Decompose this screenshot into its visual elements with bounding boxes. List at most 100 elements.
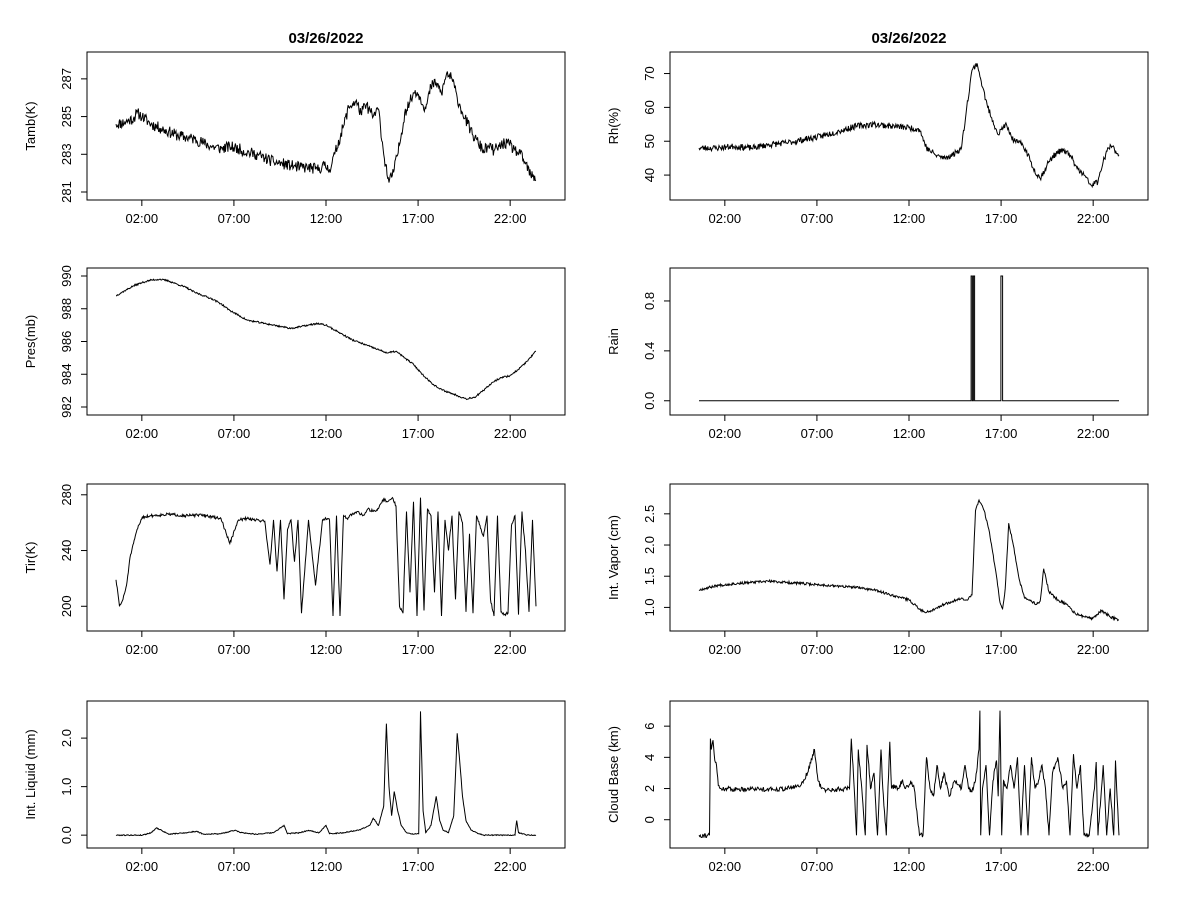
series-line — [116, 278, 537, 401]
panel-4: Rain 02:00 07:00 12:00 17:00 22:00 0.0 0.4 0.8 — [606, 267, 1149, 441]
x-tick-label: 12:00 — [893, 211, 926, 226]
x-tick-label: 22:00 — [1077, 211, 1110, 226]
x-tick-label: 17:00 — [402, 642, 435, 657]
y-tick-label: 200 — [59, 595, 74, 617]
y-axis-label: Cloud Base (km) — [606, 726, 621, 823]
plot-frame — [669, 267, 1149, 416]
x-tick-label: 12:00 — [893, 859, 926, 874]
y-tick-label: 70 — [642, 66, 657, 80]
y-tick-label: 984 — [59, 363, 74, 385]
x-tick-label: 12:00 — [310, 859, 343, 874]
x-tick-label: 02:00 — [709, 426, 742, 441]
x-tick-label: 07:00 — [218, 211, 251, 226]
panel-1: 03/26/2022 Tamb(K) 02:00 07:00 12:00 17:00 22:… — [23, 30, 566, 226]
plot-frame — [86, 483, 566, 632]
x-tick-label: 22:00 — [494, 859, 527, 874]
y-axis-label: Int. Liquid (mm) — [23, 729, 38, 819]
series-line — [115, 496, 537, 617]
panel-3: Pres(mb) 02:00 07:00 12:00 17:00 22:00 982 984 9… — [23, 265, 566, 441]
y-tick-label: 283 — [59, 143, 74, 165]
y-tick-label: 285 — [59, 106, 74, 128]
x-tick-label: 12:00 — [310, 642, 343, 657]
y-tick-label: 240 — [59, 540, 74, 562]
x-tick-label: 17:00 — [985, 642, 1018, 657]
panel-5: Tir(K) 02:00 07:00 12:00 17:00 22:00 200 240 280 — [23, 483, 566, 657]
y-axis-label: Int. Vapor (cm) — [606, 515, 621, 600]
chart-title: 03/26/2022 — [871, 30, 946, 47]
x-tick-label: 17:00 — [985, 859, 1018, 874]
x-tick-label: 02:00 — [709, 211, 742, 226]
y-tick-label: 982 — [59, 396, 74, 418]
y-tick-label: 280 — [59, 484, 74, 506]
y-tick-label: 986 — [59, 331, 74, 353]
x-tick-label: 22:00 — [494, 642, 527, 657]
x-tick-label: 22:00 — [1077, 859, 1110, 874]
y-tick-label: 0.8 — [642, 292, 657, 310]
x-tick-label: 22:00 — [494, 426, 527, 441]
series-line — [698, 710, 1120, 838]
y-tick-label: 990 — [59, 265, 74, 287]
series-line — [115, 71, 537, 183]
y-tick-label: 1.0 — [642, 598, 657, 616]
chart-title: 03/26/2022 — [288, 30, 363, 47]
x-tick-label: 17:00 — [402, 859, 435, 874]
x-tick-label: 17:00 — [985, 211, 1018, 226]
plot-frame — [669, 51, 1149, 201]
series-line — [698, 498, 1119, 622]
x-tick-label: 02:00 — [126, 859, 159, 874]
series-line — [115, 711, 537, 837]
y-tick-label: 0.0 — [59, 826, 74, 844]
x-tick-label: 17:00 — [985, 426, 1018, 441]
y-tick-label: 50 — [642, 134, 657, 148]
x-tick-label: 22:00 — [1077, 426, 1110, 441]
y-tick-label: 2.5 — [642, 505, 657, 523]
plot-frame — [86, 51, 566, 201]
x-tick-label: 17:00 — [402, 211, 435, 226]
y-tick-label: 1.5 — [642, 567, 657, 585]
x-tick-label: 02:00 — [709, 642, 742, 657]
plot-frame — [86, 267, 566, 416]
x-tick-label: 22:00 — [494, 211, 527, 226]
plot-frame — [669, 483, 1149, 632]
x-tick-label: 02:00 — [126, 211, 159, 226]
y-tick-label: 287 — [59, 68, 74, 90]
y-tick-label: 2.0 — [642, 536, 657, 554]
series-line — [698, 63, 1120, 189]
y-axis-label: Tamb(K) — [23, 101, 38, 150]
panel-2: 03/26/2022 Rh(%) 02:00 07:00 12:00 17:00 22:00… — [606, 30, 1149, 226]
y-tick-label: 1.0 — [59, 778, 74, 796]
x-tick-label: 07:00 — [801, 642, 834, 657]
y-tick-label: 281 — [59, 181, 74, 203]
y-axis-label: Rain — [606, 328, 621, 355]
panel-6: Int. Vapor (cm) 02:00 07:00 12:00 17:00 22:00… — [606, 483, 1149, 657]
x-tick-label: 07:00 — [218, 859, 251, 874]
y-axis-label: Pres(mb) — [23, 315, 38, 368]
panel-8: Cloud Base (km) 02:00 07:00 12:00 17:00 22:00… — [606, 700, 1149, 874]
y-tick-label: 0.0 — [642, 392, 657, 410]
y-tick-label: 0.4 — [642, 342, 657, 360]
x-tick-label: 17:00 — [402, 426, 435, 441]
y-axis-label: Tir(K) — [23, 541, 38, 573]
y-tick-label: 0 — [642, 816, 657, 823]
y-axis-label: Rh(%) — [606, 108, 621, 145]
x-tick-label: 02:00 — [126, 642, 159, 657]
x-tick-label: 07:00 — [218, 426, 251, 441]
x-tick-label: 07:00 — [801, 211, 834, 226]
y-tick-label: 4 — [642, 754, 657, 761]
x-tick-label: 07:00 — [218, 642, 251, 657]
x-tick-label: 07:00 — [801, 426, 834, 441]
x-tick-label: 12:00 — [893, 426, 926, 441]
y-tick-label: 6 — [642, 723, 657, 730]
x-tick-label: 02:00 — [126, 426, 159, 441]
y-tick-label: 2.0 — [59, 729, 74, 747]
plot-frame — [669, 700, 1149, 849]
y-tick-label: 988 — [59, 298, 74, 320]
panel-7: Int. Liquid (mm) 02:00 07:00 12:00 17:00 22:0… — [23, 700, 566, 874]
y-tick-label: 60 — [642, 100, 657, 114]
x-tick-label: 12:00 — [310, 211, 343, 226]
x-tick-label: 12:00 — [893, 642, 926, 657]
y-tick-label: 2 — [642, 785, 657, 792]
x-tick-label: 12:00 — [310, 426, 343, 441]
x-tick-label: 22:00 — [1077, 642, 1110, 657]
